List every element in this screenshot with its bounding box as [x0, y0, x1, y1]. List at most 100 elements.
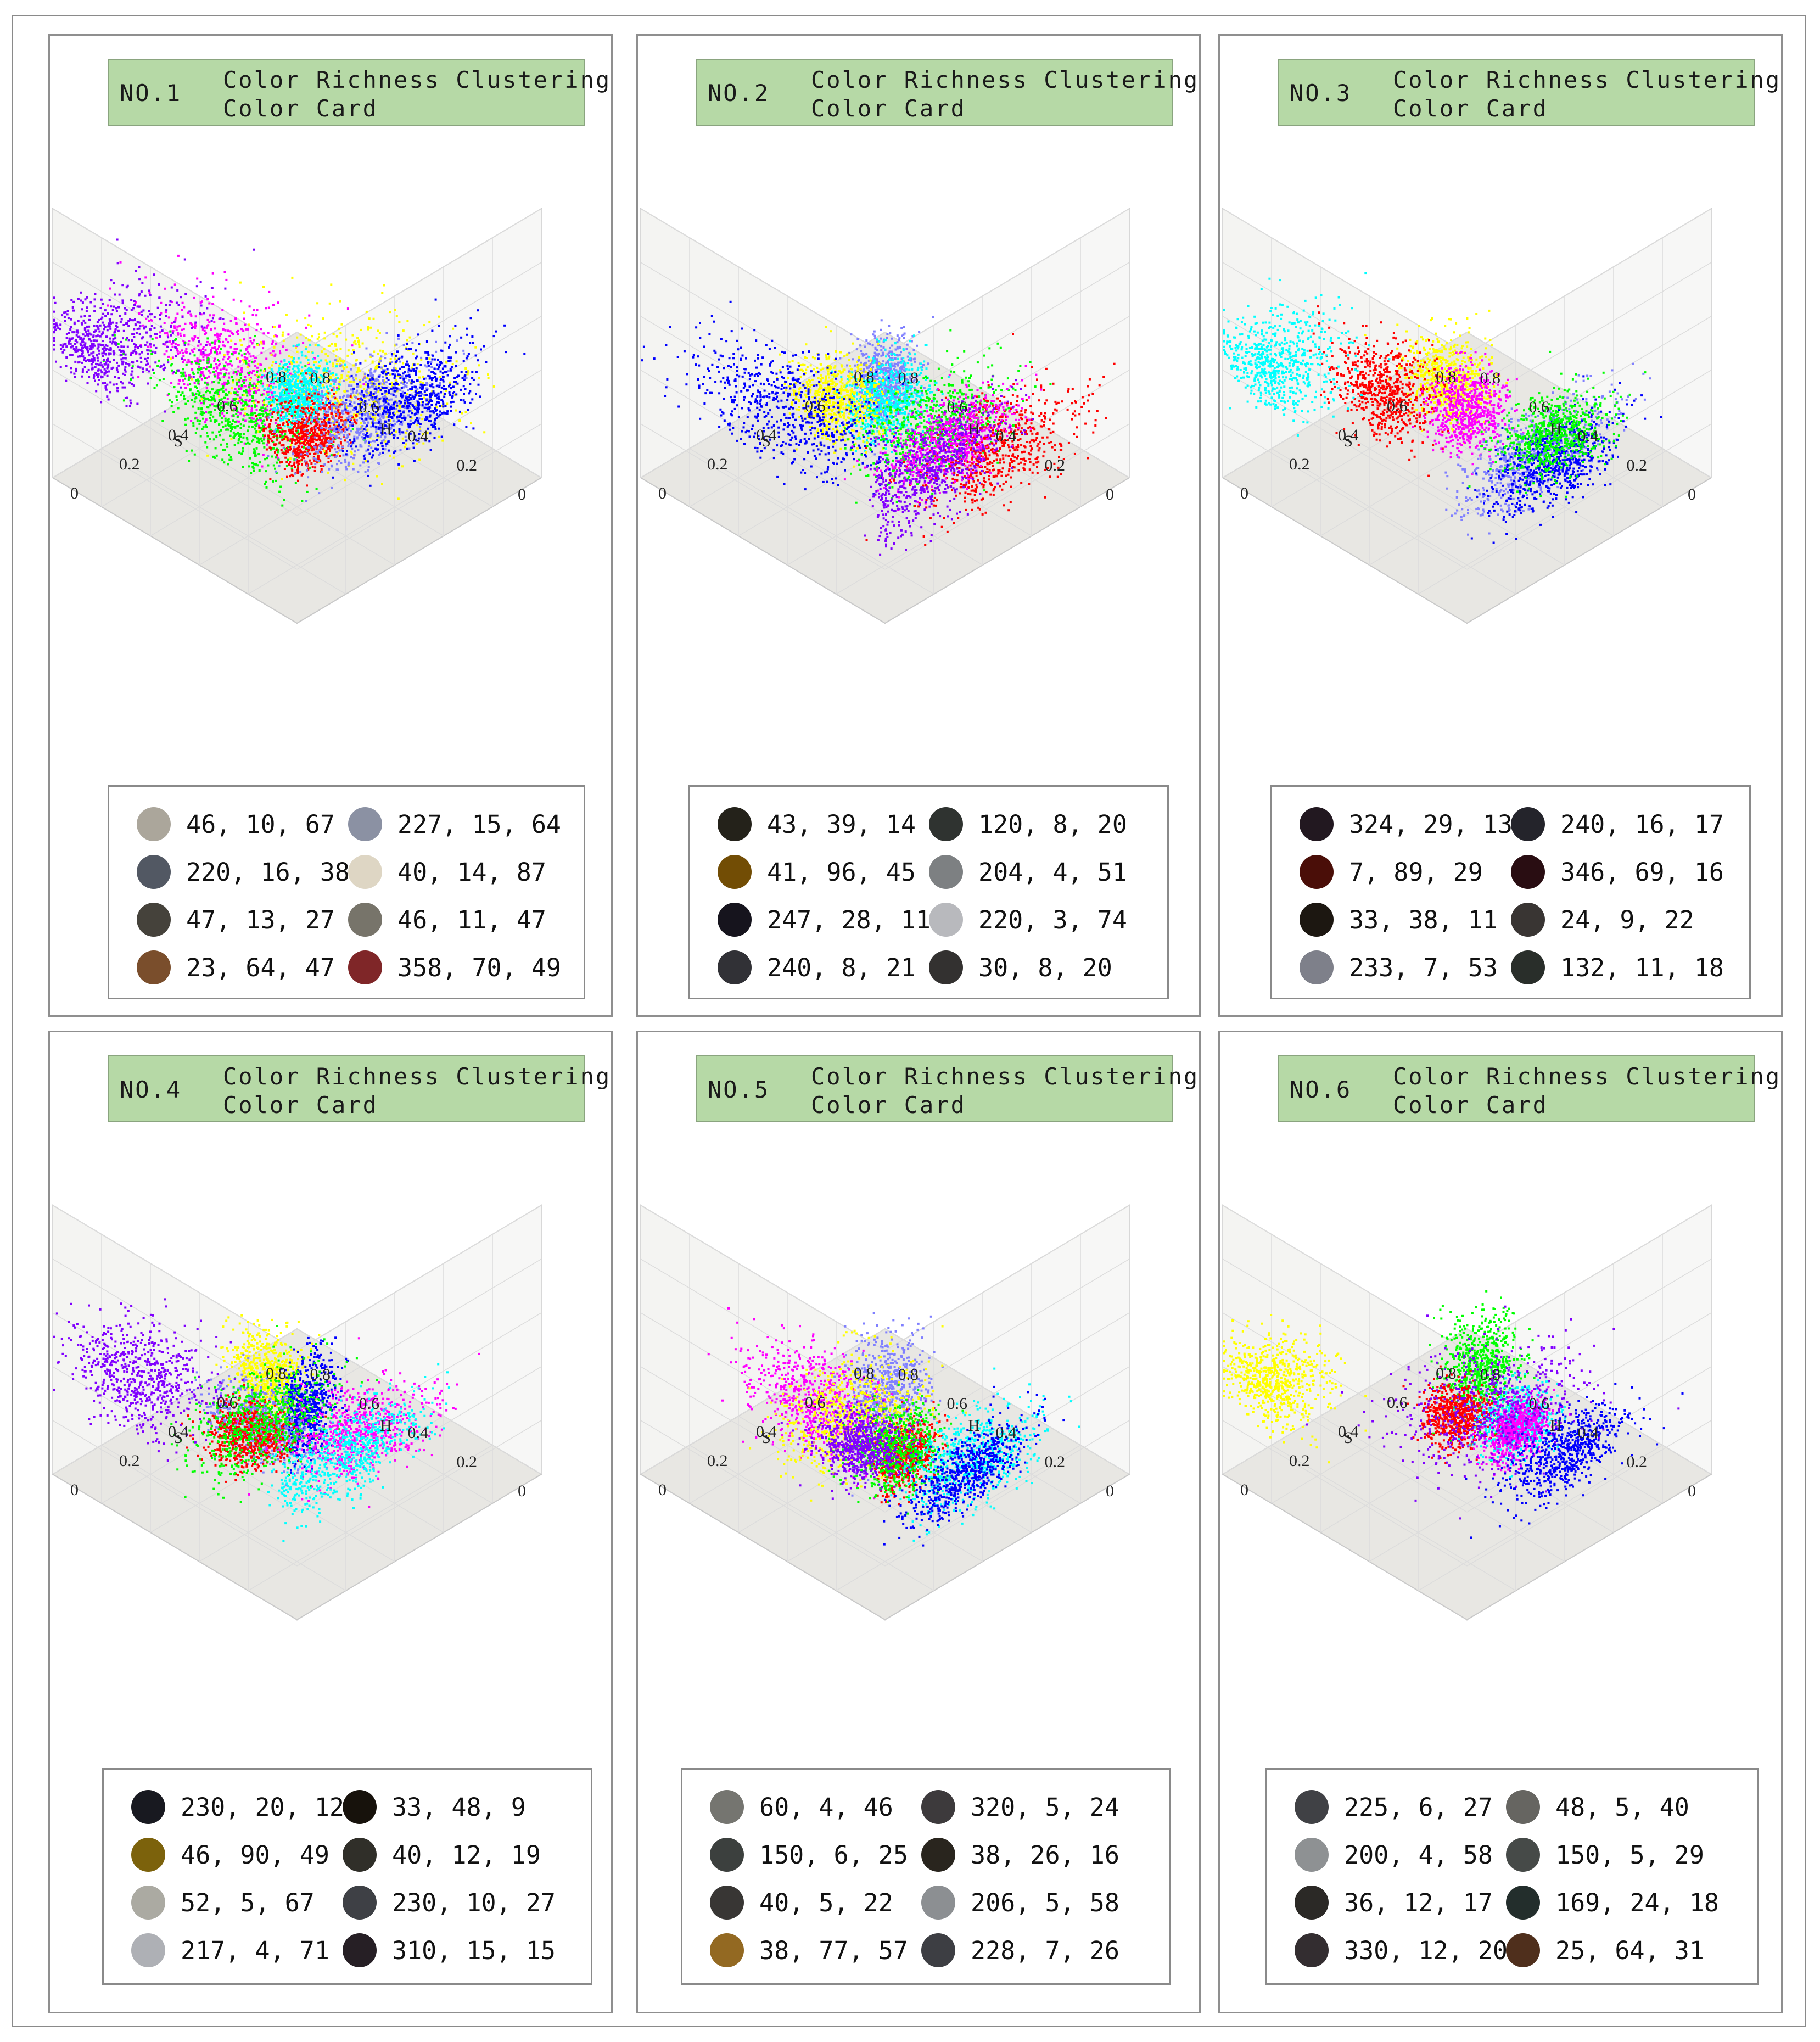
data-point — [283, 379, 285, 382]
data-point — [292, 417, 294, 419]
data-point — [376, 407, 378, 409]
data-point — [262, 401, 265, 404]
data-point — [435, 417, 438, 419]
data-point — [412, 352, 415, 355]
data-point — [463, 401, 466, 404]
data-point — [228, 421, 231, 424]
data-point — [431, 358, 434, 361]
data-point — [322, 402, 324, 405]
data-point — [93, 325, 96, 327]
data-point — [173, 386, 176, 388]
data-point — [242, 436, 245, 439]
data-point — [407, 402, 410, 405]
data-point — [326, 355, 329, 357]
data-point — [402, 362, 405, 365]
data-point — [329, 384, 332, 387]
data-point — [301, 374, 304, 377]
data-point — [294, 375, 296, 378]
data-point — [189, 313, 192, 316]
data-point — [341, 365, 344, 368]
data-point — [242, 359, 244, 361]
data-point — [223, 322, 226, 325]
data-point — [240, 371, 243, 373]
data-point — [311, 440, 313, 443]
data-point — [384, 411, 387, 413]
data-point — [139, 321, 142, 324]
data-point — [363, 373, 366, 376]
data-point — [303, 412, 305, 415]
data-point — [193, 348, 196, 350]
data-point — [224, 383, 226, 385]
data-point — [340, 416, 343, 419]
data-point — [197, 382, 200, 385]
data-point — [112, 350, 115, 353]
data-point — [150, 313, 153, 316]
data-point — [269, 437, 272, 440]
data-point — [455, 382, 457, 385]
data-point — [408, 365, 410, 367]
data-point — [321, 471, 323, 473]
data-point — [230, 339, 233, 342]
data-point — [396, 417, 398, 420]
data-point — [328, 392, 331, 395]
data-point — [359, 362, 362, 365]
data-point — [410, 389, 413, 391]
data-point — [214, 456, 216, 459]
data-point — [200, 410, 203, 413]
data-point — [425, 399, 428, 402]
data-point — [88, 359, 91, 361]
data-point — [248, 420, 251, 423]
data-point — [310, 412, 312, 415]
data-point — [242, 450, 244, 453]
data-point — [240, 402, 243, 405]
data-point — [111, 321, 114, 324]
data-point — [197, 368, 199, 371]
data-point — [372, 317, 375, 320]
data-point — [377, 329, 379, 332]
data-point — [253, 346, 256, 349]
data-point — [316, 367, 318, 370]
data-point — [294, 373, 296, 376]
data-point — [394, 390, 396, 393]
data-point — [395, 343, 398, 346]
data-point — [164, 366, 166, 369]
data-point — [244, 407, 247, 410]
data-point — [390, 406, 393, 409]
data-point — [394, 373, 396, 376]
data-point — [294, 466, 296, 468]
data-point — [233, 444, 236, 446]
data-point — [99, 324, 102, 327]
data-point — [274, 377, 277, 380]
data-point — [429, 377, 432, 379]
data-point — [185, 348, 188, 350]
data-point — [282, 423, 284, 426]
data-point — [60, 348, 63, 350]
data-point — [304, 460, 307, 463]
data-point — [402, 442, 405, 444]
data-point — [322, 422, 325, 425]
data-point — [334, 419, 337, 421]
data-point — [297, 464, 299, 467]
data-point — [195, 362, 198, 365]
data-point — [259, 427, 262, 429]
data-point — [240, 384, 243, 387]
data-point — [246, 394, 249, 397]
data-point — [221, 458, 224, 461]
data-point — [281, 411, 284, 413]
data-point — [74, 350, 77, 353]
data-point — [272, 350, 275, 353]
data-point — [233, 391, 236, 394]
data-point — [364, 471, 367, 473]
data-point — [469, 342, 472, 344]
data-point — [188, 376, 191, 379]
data-point — [133, 304, 136, 306]
data-point — [394, 387, 397, 389]
data-point — [215, 349, 217, 351]
data-point — [191, 378, 193, 381]
data-point — [104, 353, 107, 355]
data-point — [367, 382, 369, 385]
data-point — [340, 419, 343, 422]
data-point — [357, 403, 360, 406]
data-point — [328, 421, 331, 424]
data-point — [333, 407, 335, 410]
